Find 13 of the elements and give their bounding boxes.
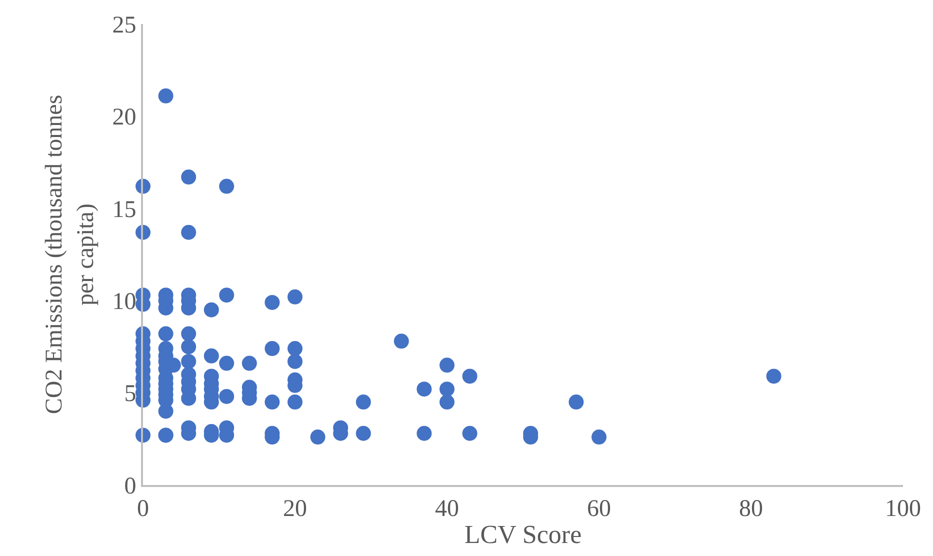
y-tick-label: 5 [124,381,136,408]
y-tick-label: 15 [112,196,136,223]
y-tick-label: 0 [124,473,136,500]
x-tick-label: 40 [435,496,459,522]
y-tick-label: 10 [112,289,136,315]
y-axis-title: CO2 Emissions (thousand tonnes per capita) [42,94,99,414]
x-tick-label: 100 [885,496,921,522]
y-tick-label: 20 [112,104,136,131]
y-tick-label: 25 [112,12,136,38]
x-tick-label: 80 [739,496,763,522]
x-tick-label: 60 [587,496,611,522]
x-tick-label: 20 [283,496,307,522]
x-axis-title: LCV Score [464,520,582,549]
